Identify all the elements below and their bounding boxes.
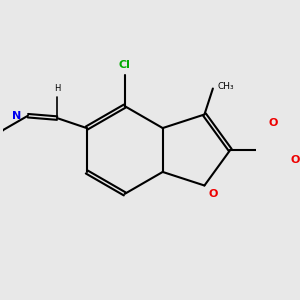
- Text: O: O: [208, 189, 218, 200]
- Text: N: N: [12, 111, 21, 121]
- Text: O: O: [291, 155, 300, 165]
- Text: CH₃: CH₃: [218, 82, 234, 91]
- Text: Cl: Cl: [119, 60, 130, 70]
- Text: H: H: [54, 84, 60, 93]
- Text: O: O: [268, 118, 278, 128]
